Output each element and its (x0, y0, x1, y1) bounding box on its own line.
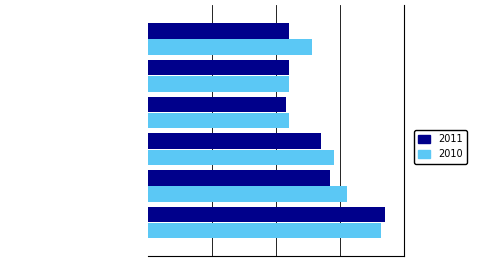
Bar (148, 170, 330, 186)
Bar (148, 186, 347, 202)
Bar (148, 113, 289, 128)
Bar (148, 207, 385, 222)
Bar (148, 150, 334, 165)
Bar (148, 23, 289, 39)
Legend: 2011, 2010: 2011, 2010 (414, 129, 467, 164)
Bar (148, 40, 312, 55)
Bar (148, 223, 381, 238)
Bar (148, 97, 286, 112)
Bar (148, 60, 289, 75)
Bar (148, 134, 321, 149)
Bar (148, 76, 289, 92)
